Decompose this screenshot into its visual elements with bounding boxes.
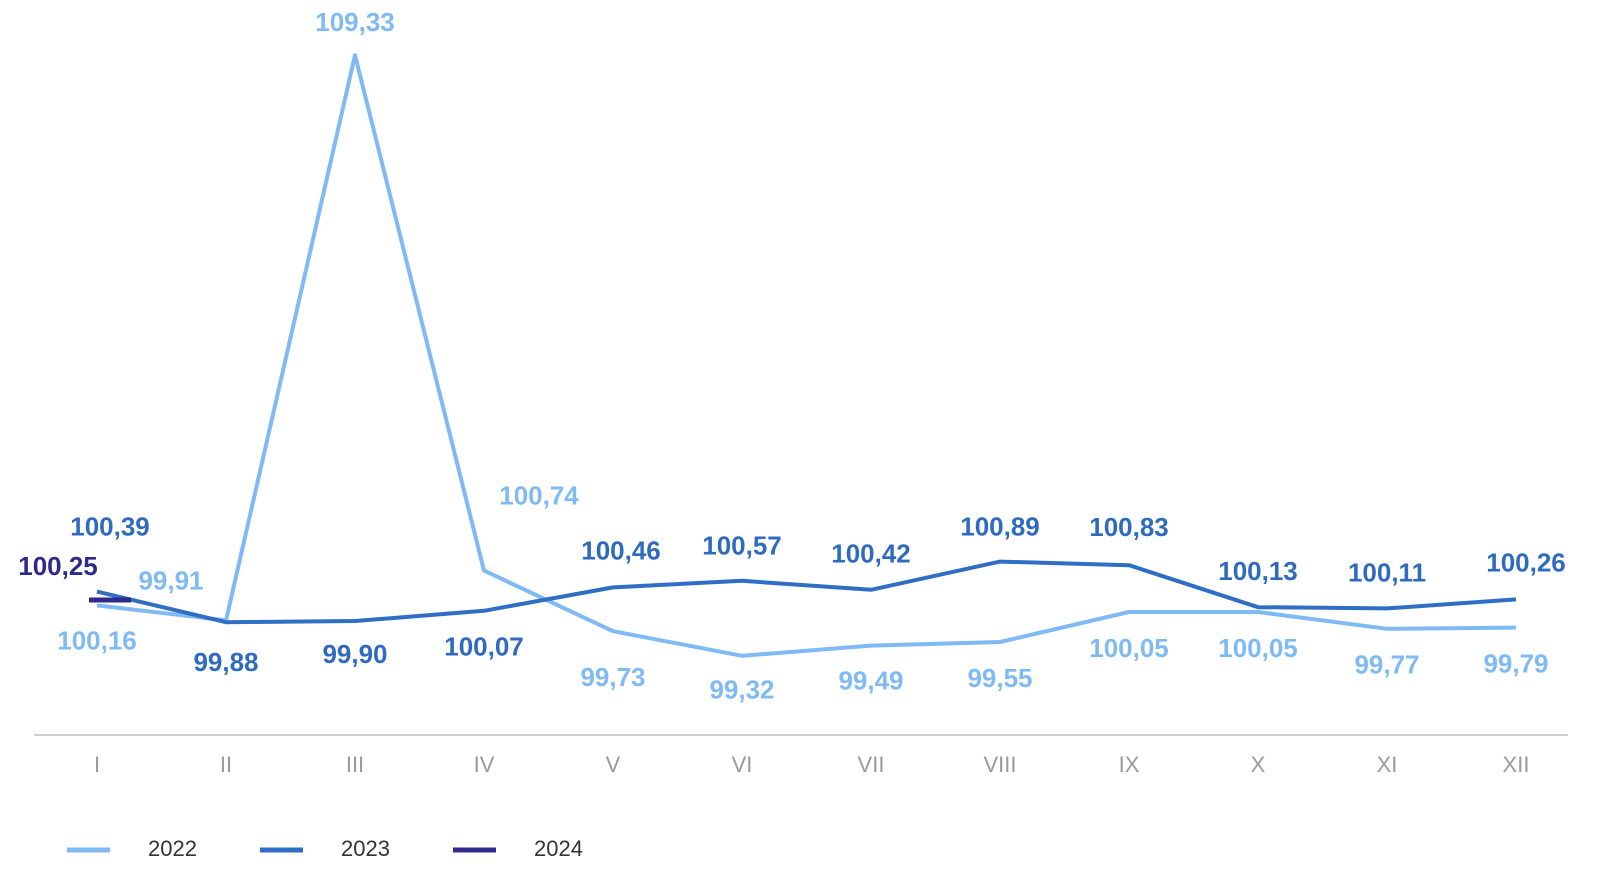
data-label: 100,05 [1218, 633, 1298, 663]
data-label: 100,42 [831, 539, 911, 569]
x-tick-label: XI [1377, 752, 1398, 777]
legend-label: 2024 [534, 836, 583, 861]
data-label: 99,77 [1354, 650, 1419, 680]
data-label: 99,88 [193, 647, 258, 677]
legend-label: 2023 [341, 836, 390, 861]
data-label: 109,33 [315, 7, 395, 37]
data-label: 99,55 [967, 663, 1032, 693]
data-label: 99,90 [322, 639, 387, 669]
x-tick-label: II [220, 752, 232, 777]
data-label: 100,89 [960, 511, 1040, 541]
x-tick-label: VI [732, 752, 753, 777]
data-label: 100,13 [1218, 556, 1298, 586]
x-tick-label: I [94, 752, 100, 777]
x-tick-label: VIII [983, 752, 1016, 777]
data-label: 100,25 [18, 551, 98, 581]
x-tick-label: XII [1503, 752, 1530, 777]
data-label: 100,11 [1348, 557, 1426, 587]
data-label: 100,05 [1089, 633, 1169, 663]
data-label: 100,26 [1486, 547, 1566, 577]
x-tick-label: VII [858, 752, 885, 777]
data-label: 100,07 [444, 632, 524, 662]
series-line [96, 559, 1517, 625]
x-tick-label: IX [1119, 752, 1140, 777]
data-label: 99,32 [709, 675, 774, 705]
data-label: 99,73 [580, 662, 645, 692]
x-tick-label: V [606, 752, 621, 777]
data-label: 99,91 [138, 565, 203, 595]
data-label: 100,46 [581, 535, 661, 565]
data-label: 99,79 [1483, 648, 1548, 678]
data-label: 100,16 [57, 625, 137, 655]
series-line [96, 53, 1517, 658]
data-label: 100,83 [1089, 512, 1169, 542]
data-label: 100,39 [70, 511, 150, 541]
data-label: 100,57 [702, 531, 782, 561]
legend-label: 2022 [148, 836, 197, 861]
x-tick-label: IV [474, 752, 495, 777]
x-tick-label: X [1251, 752, 1266, 777]
data-label: 100,74 [499, 480, 579, 510]
data-label: 99,49 [838, 665, 903, 695]
x-tick-label: III [346, 752, 364, 777]
